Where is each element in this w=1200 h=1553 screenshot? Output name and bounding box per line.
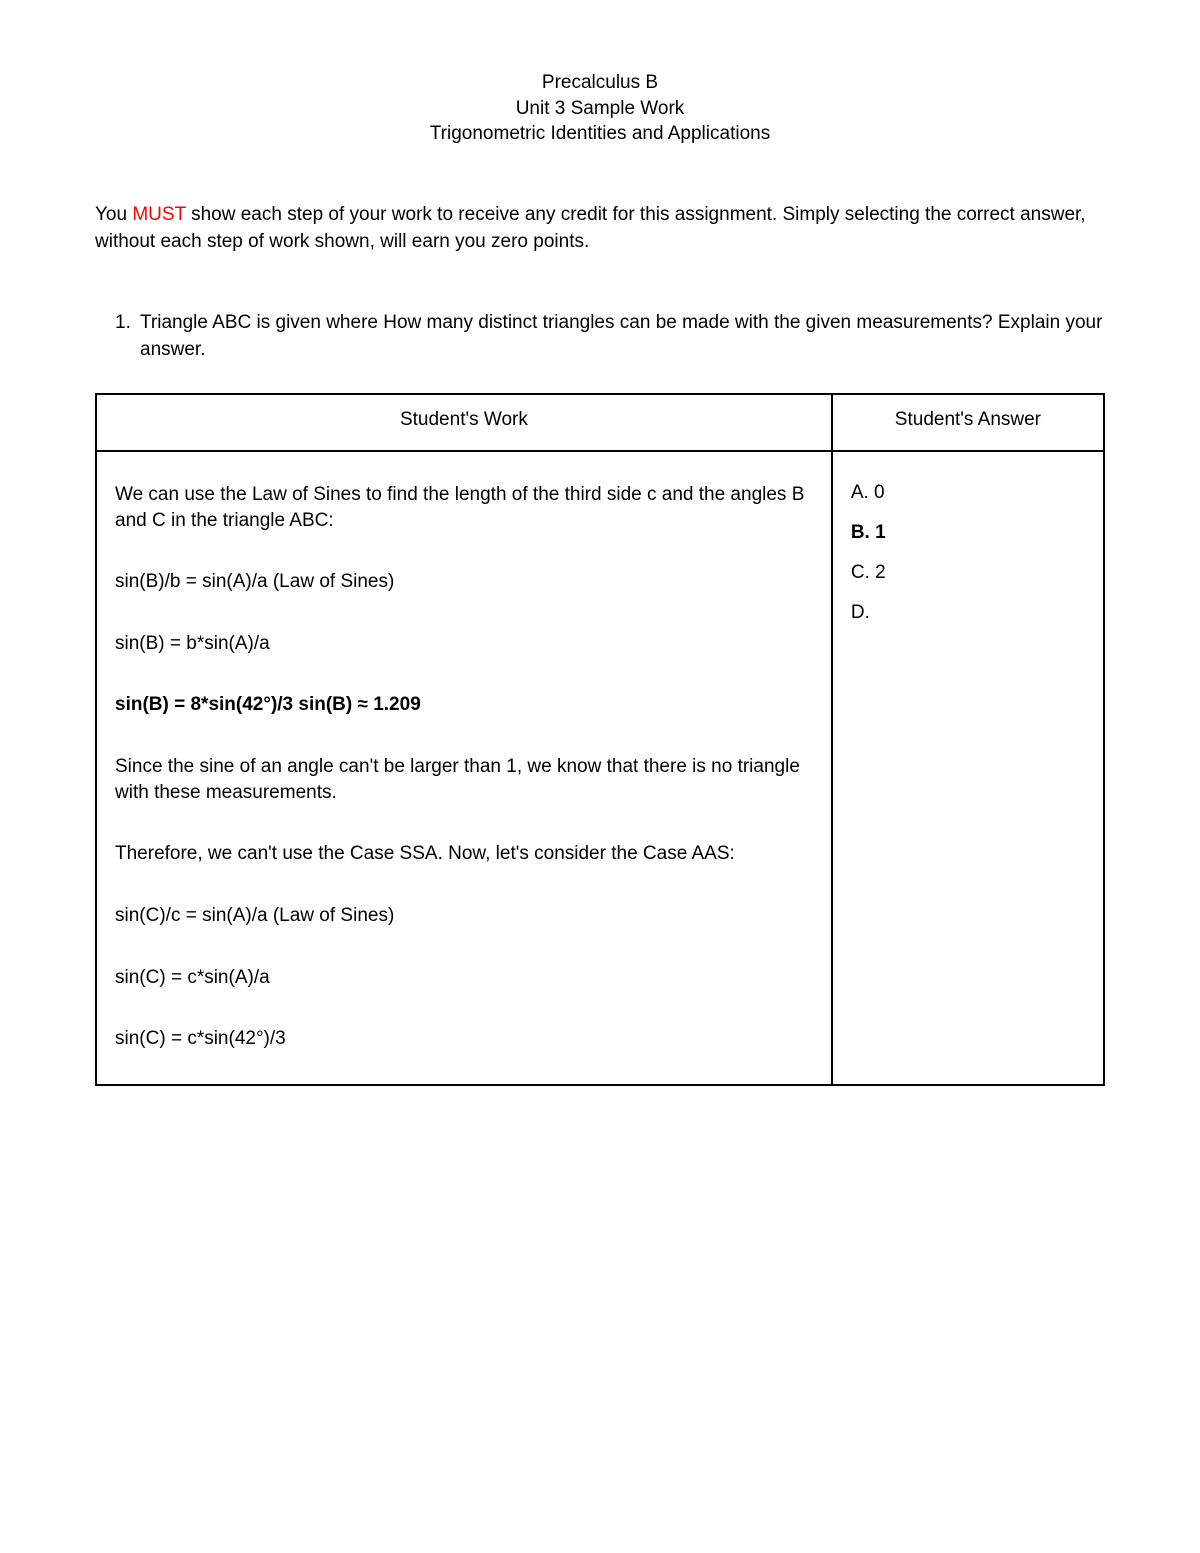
document-header: Precalculus B Unit 3 Sample Work Trigono…	[95, 70, 1105, 147]
question-number: 1.	[115, 310, 140, 337]
work-step: sin(C)/c = sin(A)/a (Law of Sines)	[115, 903, 813, 929]
work-header: Student's Work	[96, 394, 832, 451]
answer-cell: A. 0 B. 1 C. 2 D.	[832, 451, 1104, 1085]
work-table: Student's Work Student's Answer We can u…	[95, 393, 1105, 1086]
answer-option: A. 0	[851, 482, 1085, 504]
instructions-must: MUST	[132, 204, 185, 225]
instructions-prefix: You	[95, 204, 132, 225]
work-step: Therefore, we can't use the Case SSA. No…	[115, 841, 813, 867]
work-step: We can use the Law of Sines to find the …	[115, 482, 813, 533]
work-step: sin(B)/b = sin(A)/a (Law of Sines)	[115, 569, 813, 595]
course-title: Precalculus B	[95, 70, 1105, 96]
work-step: sin(B) = 8*sin(42°)/3 sin(B) ≈ 1.209	[115, 692, 813, 718]
unit-title: Unit 3 Sample Work	[95, 96, 1105, 122]
answer-option: B. 1	[851, 522, 1085, 544]
answer-option: D.	[851, 602, 1085, 624]
topic-title: Trigonometric Identities and Application…	[95, 121, 1105, 147]
answer-option: C. 2	[851, 562, 1085, 584]
work-step: sin(C) = c*sin(42°)/3	[115, 1026, 813, 1052]
answer-header: Student's Answer	[832, 394, 1104, 451]
work-step: sin(B) = b*sin(A)/a	[115, 631, 813, 657]
instructions: You MUST show each step of your work to …	[95, 202, 1105, 255]
question-text: Triangle ABC is given where How many dis…	[140, 312, 1102, 360]
work-step: Since the sine of an angle can't be larg…	[115, 754, 813, 805]
work-cell: We can use the Law of Sines to find the …	[96, 451, 832, 1085]
instructions-rest: show each step of your work to receive a…	[95, 204, 1086, 252]
work-step: sin(C) = c*sin(A)/a	[115, 965, 813, 991]
question-1: 1.Triangle ABC is given where How many d…	[95, 310, 1105, 363]
